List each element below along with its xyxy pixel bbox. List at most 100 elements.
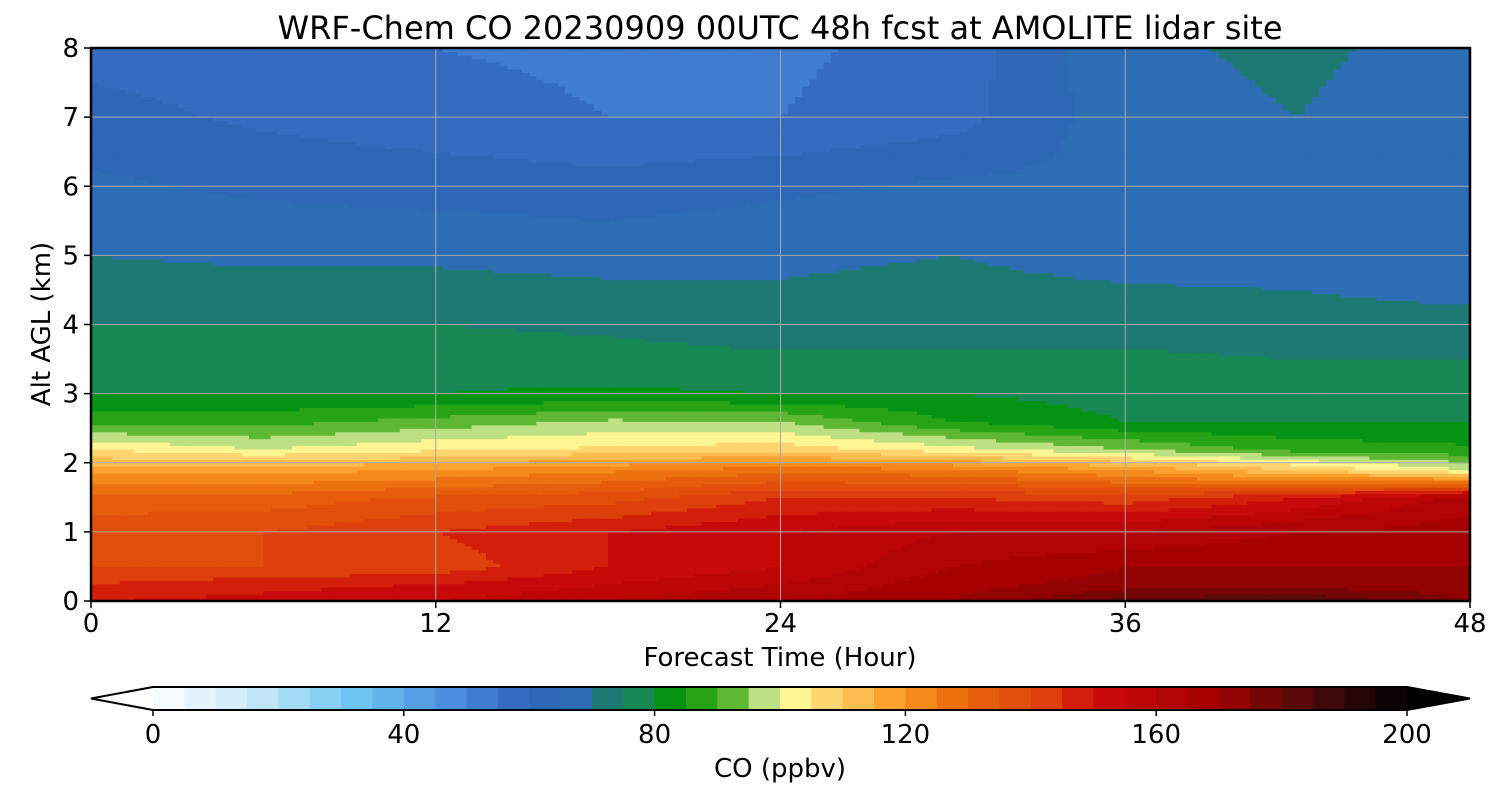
field-cell — [378, 549, 386, 553]
field-cell — [227, 573, 235, 577]
field-cell — [163, 591, 171, 595]
field-cell — [220, 546, 228, 550]
field-cell — [227, 577, 235, 581]
field-cell — [860, 549, 868, 553]
field-cell — [421, 546, 429, 550]
field-cell — [263, 532, 271, 536]
field-cell — [1147, 549, 1155, 553]
field-cell — [903, 573, 911, 577]
field-cell — [1039, 566, 1047, 570]
field-cell — [536, 556, 544, 560]
field-cell — [342, 566, 350, 570]
field-cell — [802, 546, 810, 550]
field-cell — [213, 549, 221, 553]
field-cell — [350, 577, 358, 581]
field-cell — [1082, 539, 1090, 543]
field-cell — [242, 594, 250, 598]
field-cell — [565, 563, 573, 567]
field-cell — [192, 584, 200, 588]
field-cell — [120, 532, 128, 536]
field-cell — [105, 566, 113, 570]
field-cell — [1456, 591, 1464, 595]
field-cell — [1168, 563, 1176, 567]
field-cell — [1219, 546, 1227, 550]
field-cell — [594, 532, 602, 536]
field-cell — [1441, 584, 1449, 588]
field-cell — [177, 539, 185, 543]
field-cell — [881, 556, 889, 560]
field-cell — [1391, 577, 1399, 581]
field-cell — [622, 532, 630, 536]
field-cell — [1369, 556, 1377, 560]
field-cell — [220, 584, 228, 588]
field-cell — [1247, 594, 1255, 598]
field-cell — [472, 518, 480, 522]
field-cell — [227, 522, 235, 526]
field-cell — [1089, 546, 1097, 550]
field-cell — [881, 584, 889, 588]
field-cell — [184, 577, 192, 581]
field-cell — [1427, 532, 1435, 536]
field-cell — [1132, 549, 1140, 553]
field-cell — [1190, 549, 1198, 553]
field-cell — [1240, 563, 1248, 567]
field-cell — [1132, 539, 1140, 543]
field-cell — [1125, 573, 1133, 577]
field-cell — [996, 573, 1004, 577]
field-cell — [716, 563, 724, 567]
field-cell — [220, 518, 228, 522]
field-cell — [931, 594, 939, 598]
field-cell — [163, 573, 171, 577]
field-cell — [845, 591, 853, 595]
field-cell — [1132, 591, 1140, 595]
field-cell — [529, 584, 537, 588]
field-cell — [1032, 584, 1040, 588]
field-cell — [1456, 522, 1464, 526]
field-cell — [1104, 546, 1112, 550]
field-cell — [536, 549, 544, 553]
field-cell — [1197, 556, 1205, 560]
field-cell — [220, 591, 228, 595]
field-cell — [421, 584, 429, 588]
field-cell — [701, 573, 709, 577]
field-cell — [658, 546, 666, 550]
field-cell — [407, 546, 415, 550]
field-cell — [996, 549, 1004, 553]
field-cell — [608, 549, 616, 553]
field-cell — [350, 594, 358, 598]
field-cell — [278, 518, 286, 522]
field-cell — [508, 563, 516, 567]
field-cell — [1420, 522, 1428, 526]
field-cell — [824, 539, 832, 543]
field-cell — [1334, 546, 1342, 550]
field-cell — [709, 556, 717, 560]
field-cell — [1018, 563, 1026, 567]
field-cell — [1190, 522, 1198, 526]
field-cell — [1204, 577, 1212, 581]
field-cell — [838, 566, 846, 570]
field-cell — [443, 563, 451, 567]
field-cell — [1420, 546, 1428, 550]
field-cell — [1233, 573, 1241, 577]
field-cell — [500, 566, 508, 570]
field-cell — [213, 577, 221, 581]
field-cell — [996, 522, 1004, 526]
field-cell — [227, 546, 235, 550]
field-cell — [536, 546, 544, 550]
field-cell — [824, 518, 832, 522]
field-cell — [393, 591, 401, 595]
field-cell — [1420, 566, 1428, 570]
field-cell — [1247, 563, 1255, 567]
field-cell — [895, 573, 903, 577]
field-cell — [974, 584, 982, 588]
field-cell — [917, 532, 925, 536]
field-cell — [730, 539, 738, 543]
field-cell — [1140, 594, 1148, 598]
field-cell — [967, 584, 975, 588]
field-cell — [974, 594, 982, 598]
field-cell — [910, 584, 918, 588]
field-cell — [522, 563, 530, 567]
field-cell — [335, 594, 343, 598]
field-cell — [1226, 584, 1234, 588]
field-cell — [601, 556, 609, 560]
